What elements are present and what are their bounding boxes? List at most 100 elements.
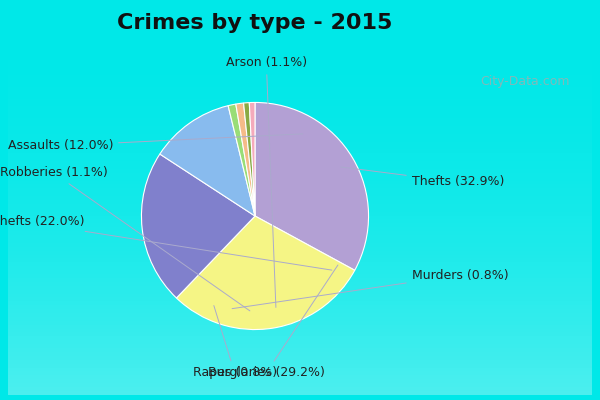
Bar <box>8 220 592 223</box>
Bar <box>8 72 592 75</box>
Bar <box>8 21 592 25</box>
Bar <box>8 313 592 317</box>
Bar <box>8 200 592 204</box>
Wedge shape <box>244 102 255 216</box>
Text: Thefts (32.9%): Thefts (32.9%) <box>341 167 504 188</box>
Bar <box>8 375 592 379</box>
Text: City-Data.com: City-Data.com <box>480 76 569 88</box>
Bar <box>8 368 592 372</box>
Bar <box>8 106 592 110</box>
Bar <box>8 364 592 368</box>
Bar <box>8 64 592 68</box>
Bar <box>8 56 592 60</box>
Text: Auto thefts (22.0%): Auto thefts (22.0%) <box>0 215 332 270</box>
Bar <box>8 274 592 278</box>
Bar <box>8 239 592 243</box>
Bar <box>8 348 592 352</box>
Bar <box>8 251 592 254</box>
Bar <box>8 95 592 99</box>
Text: Rapes (0.8%): Rapes (0.8%) <box>193 306 277 379</box>
Bar <box>8 208 592 212</box>
Bar <box>8 83 592 87</box>
Wedge shape <box>176 216 355 330</box>
Bar <box>8 254 592 258</box>
Bar <box>8 184 592 188</box>
Bar <box>8 301 592 305</box>
Bar <box>8 157 592 161</box>
Bar <box>8 298 592 301</box>
Bar <box>8 146 592 149</box>
Bar <box>8 332 592 336</box>
Bar <box>8 344 592 348</box>
Bar <box>8 5 592 9</box>
Bar <box>8 223 592 227</box>
Bar <box>8 235 592 239</box>
Bar <box>8 75 592 79</box>
Bar <box>8 352 592 356</box>
Wedge shape <box>236 103 255 216</box>
Bar <box>8 169 592 173</box>
Bar <box>8 282 592 286</box>
Bar <box>8 173 592 177</box>
Bar <box>8 286 592 290</box>
Bar <box>8 290 592 294</box>
Text: Burglaries (29.2%): Burglaries (29.2%) <box>208 265 338 379</box>
Bar <box>8 278 592 282</box>
Bar <box>8 110 592 114</box>
Bar <box>8 138 592 142</box>
Bar <box>8 266 592 270</box>
Bar <box>8 36 592 40</box>
Bar <box>8 247 592 251</box>
Bar <box>8 91 592 95</box>
Bar <box>8 28 592 32</box>
Bar <box>8 325 592 328</box>
Bar <box>8 372 592 375</box>
Bar <box>8 317 592 321</box>
Bar <box>8 9 592 13</box>
Bar <box>8 32 592 36</box>
Bar <box>8 118 592 122</box>
Bar <box>8 328 592 332</box>
Bar <box>8 114 592 118</box>
Bar <box>8 336 592 340</box>
Text: Assaults (12.0%): Assaults (12.0%) <box>8 134 303 152</box>
Bar <box>8 161 592 165</box>
Bar <box>8 130 592 134</box>
Bar <box>8 99 592 102</box>
Bar <box>8 192 592 196</box>
Bar <box>8 196 592 200</box>
Bar <box>8 305 592 309</box>
Bar <box>8 243 592 247</box>
Bar <box>8 79 592 83</box>
Bar <box>8 387 592 391</box>
Bar <box>8 383 592 387</box>
Bar <box>8 231 592 235</box>
Wedge shape <box>228 104 255 216</box>
Bar <box>8 52 592 56</box>
Wedge shape <box>160 106 255 216</box>
Bar <box>8 227 592 231</box>
Bar <box>8 122 592 126</box>
Bar <box>8 340 592 344</box>
Bar <box>8 165 592 169</box>
Bar <box>8 212 592 216</box>
Bar <box>8 142 592 146</box>
Bar <box>8 149 592 153</box>
Bar <box>8 126 592 130</box>
Wedge shape <box>255 102 368 270</box>
Bar <box>8 44 592 48</box>
Bar <box>8 60 592 64</box>
Bar <box>8 153 592 157</box>
Bar <box>8 102 592 106</box>
Bar <box>8 270 592 274</box>
Bar <box>8 262 592 266</box>
Text: Robberies (1.1%): Robberies (1.1%) <box>0 166 250 311</box>
Bar <box>8 177 592 180</box>
Bar <box>8 17 592 21</box>
Bar <box>8 294 592 298</box>
Bar <box>8 48 592 52</box>
Bar <box>8 379 592 383</box>
Bar <box>8 180 592 184</box>
Text: Murders (0.8%): Murders (0.8%) <box>232 268 508 309</box>
Bar <box>8 188 592 192</box>
